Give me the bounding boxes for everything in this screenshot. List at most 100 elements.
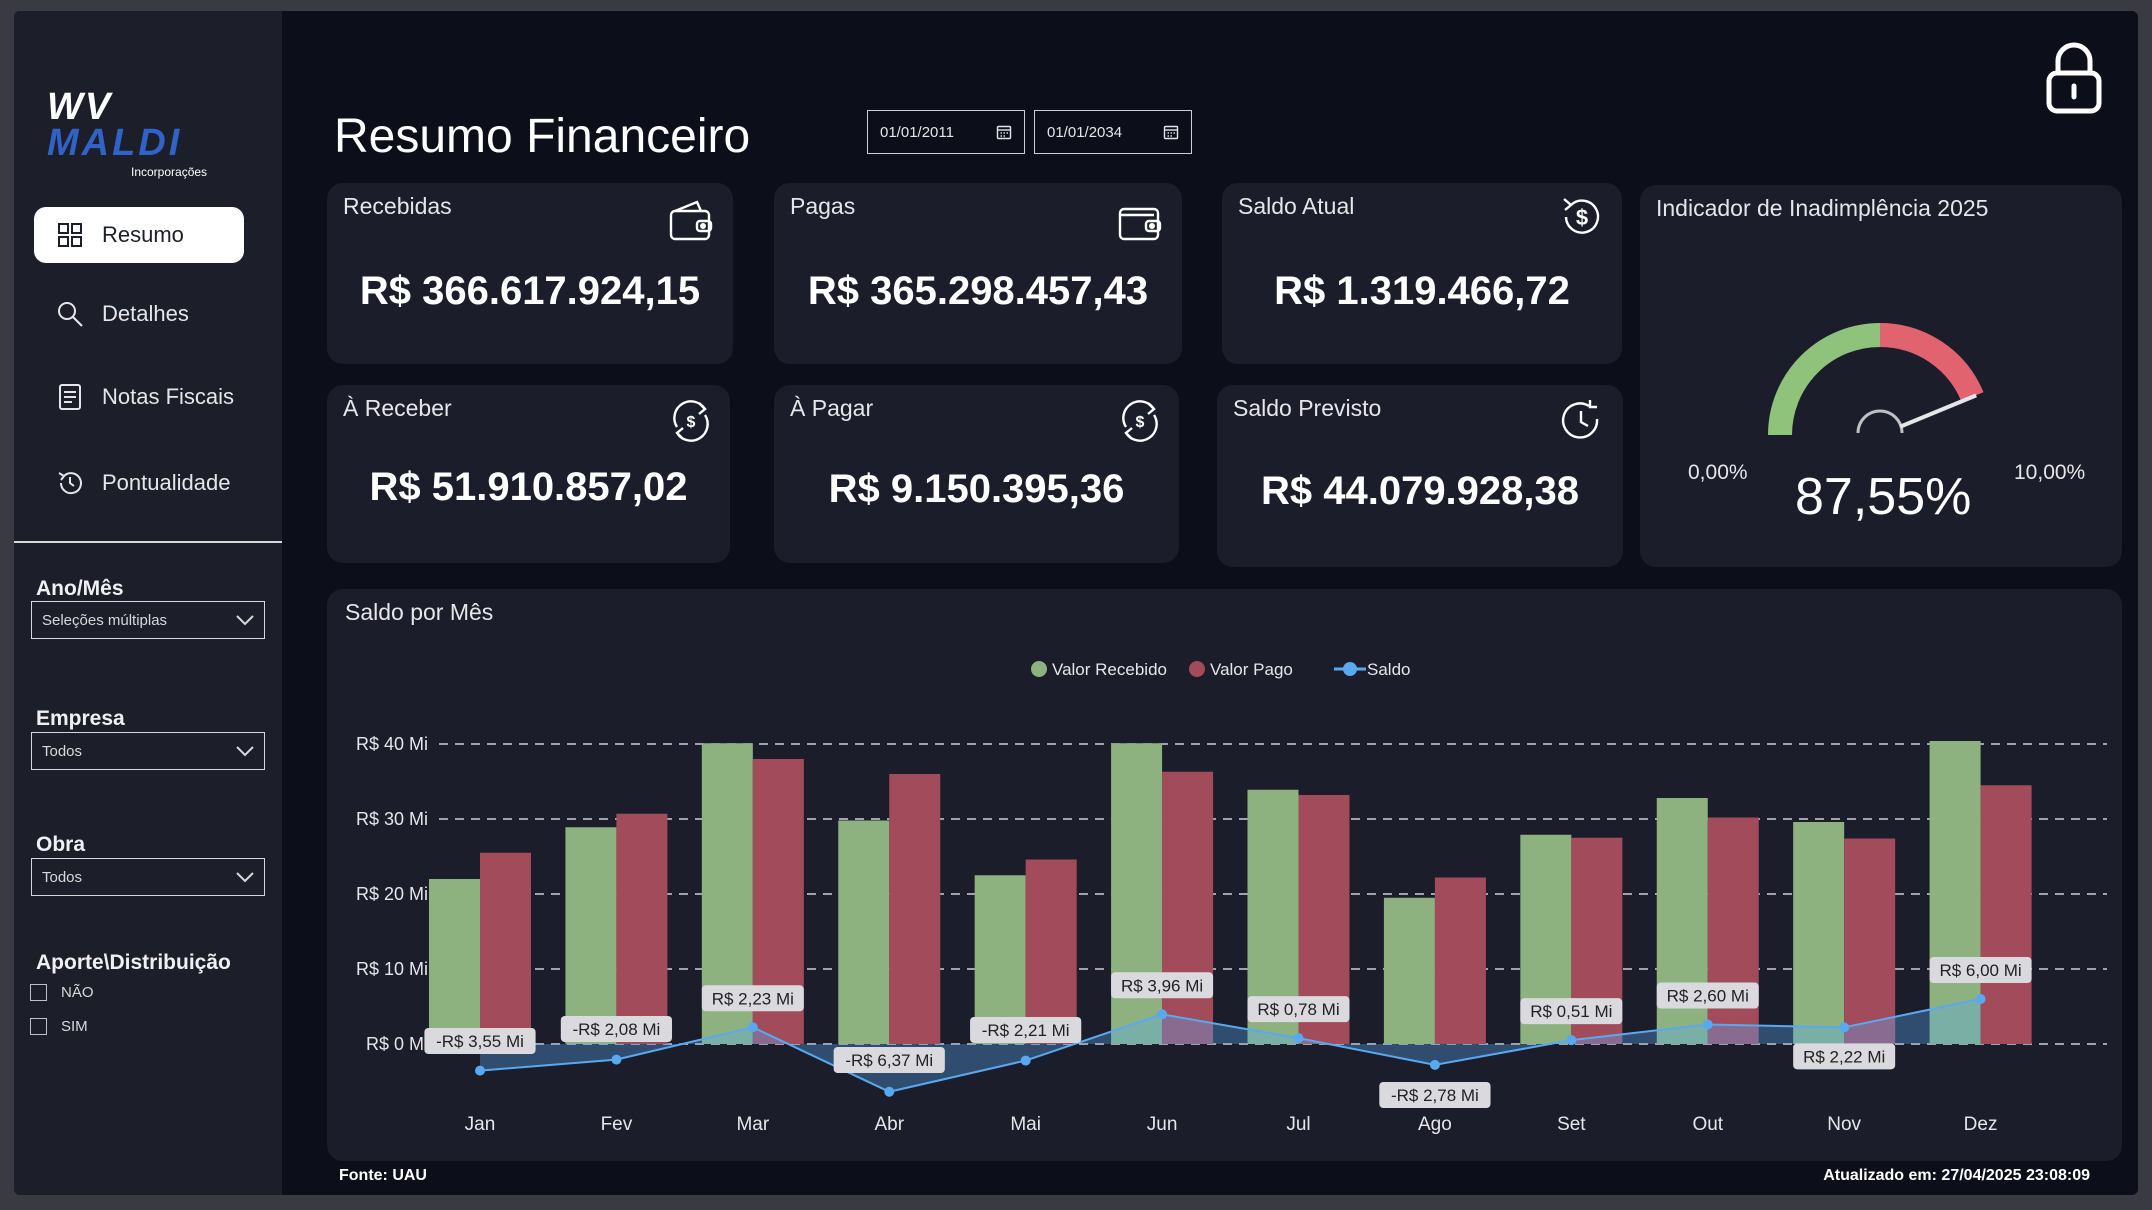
sidebar: WV MALDI Incorporações Resumo Detalhes N…: [14, 11, 282, 1195]
data-label-text: -R$ 2,21 Mi: [982, 1021, 1070, 1040]
data-label-text: R$ 3,96 Mi: [1121, 976, 1203, 995]
x-tick-label: Mar: [736, 1114, 769, 1135]
saldo-data-label: -R$ 2,08 Mi: [560, 1016, 673, 1042]
nav-item-notas-fiscais[interactable]: Notas Fiscais: [34, 369, 244, 425]
y-tick-label: R$ 0 Mi: [366, 1034, 428, 1054]
y-tick-label: R$ 30 Mi: [356, 809, 428, 829]
data-label-bg: [1520, 998, 1623, 1025]
clock-history-icon: [58, 472, 82, 495]
data-label-bg: [1111, 972, 1214, 999]
card-saldo-atual: Saldo Atual $ R$ 1.319.466,72: [1222, 183, 1622, 364]
bar-recebido: [1793, 822, 1845, 1044]
nav-item-pontualidade[interactable]: Pontualidade: [34, 455, 244, 511]
document-icon: [59, 384, 81, 410]
data-label-bg: [1793, 1043, 1896, 1070]
card-saldo-previsto-value: R$ 44.079.928,38: [1260, 469, 1580, 513]
nav-label-notas-fiscais: Notas Fiscais: [102, 384, 235, 409]
saldo-data-label: -R$ 3,55 Mi: [424, 1028, 536, 1054]
card-recebidas: Recebidas R$ 366.617.924,15: [327, 183, 733, 364]
nav-label-pontualidade: Pontualidade: [102, 470, 231, 495]
bar-recebido: [429, 879, 480, 1044]
card-pagas-label: Pagas: [790, 193, 856, 219]
saldo-data-label: -R$ 6,37 Mi: [833, 1047, 945, 1073]
bar-recebido: [1111, 743, 1163, 1044]
card-pagas-value: R$ 365.298.457,43: [807, 269, 1149, 313]
lock-icon[interactable]: [2044, 39, 2104, 115]
bar-pago: [1434, 877, 1486, 1044]
x-tick-label: Jan: [465, 1114, 496, 1135]
gauge-arc-good: [1768, 323, 1881, 436]
nav-item-resumo[interactable]: Resumo: [34, 207, 244, 263]
saldo-data-label: R$ 0,51 Mi: [1520, 998, 1623, 1025]
data-label-text: R$ 2,60 Mi: [1667, 987, 1749, 1006]
bar-pago: [1980, 785, 2032, 1044]
empresa-value: Todos: [42, 742, 83, 760]
gauge-hub: [1856, 409, 1904, 434]
page-title: Resumo Financeiro: [334, 110, 751, 163]
date-start-input[interactable]: 01/01/2011: [867, 110, 1025, 154]
saldo-point: [611, 1054, 622, 1065]
ano-mes-dropdown[interactable]: Seleções múltiplas: [31, 601, 265, 639]
legend-label: Valor Recebido: [1052, 660, 1167, 679]
data-label-text: R$ 0,51 Mi: [1530, 1002, 1612, 1021]
date-end-input[interactable]: 01/01/2034: [1034, 110, 1192, 154]
inadimplencia-gauge: [1768, 323, 1992, 436]
saldo-data-label: R$ 2,60 Mi: [1656, 982, 1759, 1009]
nav-item-detalhes[interactable]: Detalhes: [34, 286, 244, 342]
obra-dropdown[interactable]: Todos: [31, 858, 265, 896]
bar-recebido: [1929, 741, 1981, 1044]
dollar-refresh-icon: $: [1563, 198, 1600, 234]
saldo-data-label: -R$ 2,21 Mi: [970, 1017, 1082, 1043]
bar-recebido: [838, 820, 890, 1044]
bar-pago: [1844, 838, 1896, 1044]
gauge-max-label: 10,00%: [2014, 461, 2086, 484]
empresa-dropdown[interactable]: Todos: [31, 732, 265, 770]
saldo-data-label: -R$ 2,78 Mi: [1379, 1082, 1491, 1108]
sidebar-divider: [14, 541, 282, 543]
x-tick-label: Fev: [601, 1114, 633, 1135]
card-saldo-previsto: Saldo Previsto R$ 44.079.928,38: [1217, 385, 1623, 567]
bar-pago: [889, 774, 941, 1044]
saldo-point: [1975, 994, 1986, 1004]
gauge-min-label: 0,00%: [1688, 461, 1748, 484]
legend-marker-saldo: [1343, 662, 1357, 676]
bar-pago: [1162, 771, 1214, 1044]
aporte-option-nao[interactable]: NÃO: [30, 984, 94, 1001]
x-tick-label: Out: [1692, 1114, 1723, 1135]
data-label-text: R$ 2,23 Mi: [712, 989, 794, 1008]
card-recebidas-label: Recebidas: [343, 193, 452, 219]
gauge-value: 87,55%: [1795, 468, 1972, 526]
bar-pago: [1025, 859, 1077, 1044]
gauge-title: Indicador de Inadimplência 2025: [1656, 195, 1989, 221]
legend-marker-0: [1031, 661, 1047, 677]
card-saldo-atual-value: R$ 1.319.466,72: [1274, 269, 1570, 313]
saldo-data-label: R$ 2,22 Mi: [1793, 1043, 1896, 1070]
x-tick-label: Jul: [1286, 1114, 1310, 1135]
saldo-point: [884, 1086, 895, 1097]
card-saldo-previsto-label: Saldo Previsto: [1233, 395, 1382, 421]
card-a-receber-value: R$ 51.910.857,02: [369, 465, 688, 509]
nav-label-detalhes: Detalhes: [102, 301, 189, 326]
card-a-pagar-value: R$ 9.150.395,36: [828, 467, 1125, 511]
gauge-arc-bad: [1879, 323, 1984, 402]
clock-forward-icon: [1561, 400, 1599, 439]
card-a-receber-label: À Receber: [343, 395, 452, 421]
bar-recebido: [974, 875, 1026, 1044]
calendar-icon: [1163, 125, 1179, 140]
aporte-sim-checkbox[interactable]: [30, 1018, 47, 1035]
search-icon: [58, 302, 83, 327]
data-label-text: -R$ 2,08 Mi: [572, 1020, 660, 1039]
wallet-icon: [669, 200, 713, 241]
x-tick-label: Ago: [1418, 1114, 1452, 1135]
card-pagas: Pagas R$ 365.298.457,43: [774, 183, 1182, 364]
data-label-bg: [970, 1017, 1082, 1043]
saldo-por-mes-chart-card: Saldo por Mês Valor Recebido Valor Pago Sa…: [327, 589, 2122, 1161]
aporte-option-sim[interactable]: SIM: [30, 1018, 88, 1035]
legend-label: Saldo: [1367, 660, 1410, 679]
x-tick-label: Set: [1557, 1114, 1586, 1135]
logo-maldi-text: MALDI: [47, 122, 183, 164]
obra-value: Todos: [42, 868, 83, 886]
card-recebidas-value: R$ 366.617.924,15: [359, 269, 701, 313]
aporte-nao-checkbox[interactable]: [30, 984, 47, 1001]
chevron-down-icon: [236, 746, 254, 757]
